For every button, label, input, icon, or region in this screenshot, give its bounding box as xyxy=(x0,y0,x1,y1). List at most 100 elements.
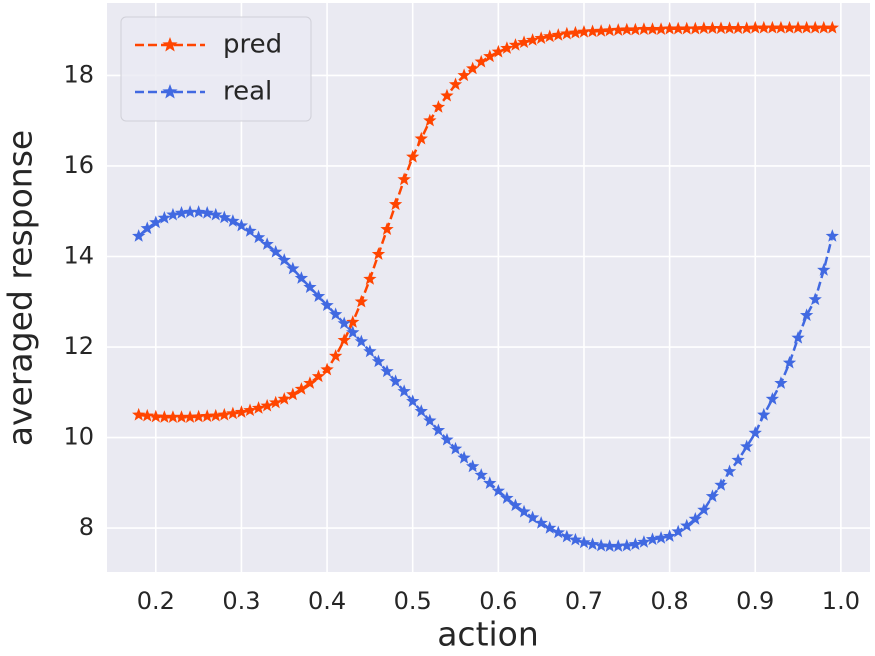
point-marker xyxy=(748,426,762,439)
point-marker xyxy=(551,525,565,539)
point-marker xyxy=(388,374,403,388)
x-axis-label: action xyxy=(437,615,539,654)
point-marker xyxy=(688,21,702,35)
point-marker xyxy=(474,468,488,481)
point-marker xyxy=(654,531,668,544)
point-marker xyxy=(791,330,805,344)
point-marker xyxy=(500,41,514,54)
point-marker xyxy=(234,218,249,232)
point-marker xyxy=(671,21,685,35)
point-marker xyxy=(174,410,189,423)
point-marker xyxy=(568,25,583,39)
point-marker xyxy=(200,409,214,422)
point-marker xyxy=(594,538,608,552)
point-marker xyxy=(671,524,685,538)
point-marker xyxy=(714,478,728,491)
point-marker xyxy=(286,261,300,275)
point-marker xyxy=(603,539,617,552)
point-marker xyxy=(303,376,317,389)
point-marker xyxy=(448,77,463,91)
point-marker xyxy=(680,518,694,532)
point-marker xyxy=(705,489,720,503)
point-marker xyxy=(406,149,420,163)
point-marker xyxy=(543,29,557,43)
point-marker xyxy=(757,20,771,34)
point-marker xyxy=(662,21,677,35)
point-marker xyxy=(508,38,523,51)
point-marker xyxy=(346,315,360,328)
point-marker xyxy=(294,271,309,284)
point-marker xyxy=(757,407,771,421)
point-marker xyxy=(149,409,163,423)
point-marker xyxy=(791,20,805,34)
point-marker xyxy=(226,406,240,420)
point-marker xyxy=(174,206,189,219)
x-tick-label: 0.4 xyxy=(308,587,346,615)
point-marker xyxy=(209,408,223,422)
point-marker xyxy=(466,61,480,75)
point-marker xyxy=(140,408,154,422)
point-marker xyxy=(132,229,146,242)
point-marker xyxy=(620,538,634,552)
point-marker xyxy=(525,33,540,46)
point-marker xyxy=(740,439,754,453)
point-marker xyxy=(628,537,643,551)
point-marker xyxy=(423,113,437,127)
point-marker xyxy=(303,280,317,293)
point-marker xyxy=(782,355,797,369)
point-marker xyxy=(277,253,291,266)
point-marker xyxy=(448,441,463,455)
point-marker xyxy=(243,403,257,417)
point-marker xyxy=(491,44,506,58)
point-marker xyxy=(166,207,180,221)
point-marker xyxy=(269,395,283,409)
x-tick-label: 0.3 xyxy=(222,587,260,615)
x-tick-label: 0.2 xyxy=(137,587,175,615)
point-marker xyxy=(765,20,780,34)
point-marker xyxy=(585,24,600,38)
point-marker xyxy=(637,535,651,548)
y-tick-label: 14 xyxy=(63,241,94,269)
y-tick-label: 18 xyxy=(63,60,94,88)
point-marker xyxy=(200,206,214,219)
x-tick-label: 1.0 xyxy=(822,587,860,615)
point-marker xyxy=(311,369,326,383)
point-marker xyxy=(508,498,523,512)
point-marker xyxy=(534,31,548,44)
point-marker xyxy=(217,407,231,421)
point-marker xyxy=(226,214,240,227)
point-marker xyxy=(637,22,651,35)
point-marker xyxy=(183,205,197,218)
point-marker xyxy=(774,20,788,34)
point-marker xyxy=(517,35,531,49)
point-marker xyxy=(645,22,660,35)
point-marker xyxy=(825,229,839,242)
point-marker xyxy=(594,24,608,37)
point-marker xyxy=(363,344,377,358)
point-marker xyxy=(191,409,206,423)
point-marker xyxy=(277,392,291,405)
point-marker xyxy=(808,292,822,306)
point-marker xyxy=(731,21,745,35)
point-marker xyxy=(397,384,411,398)
point-marker xyxy=(688,512,702,525)
point-marker xyxy=(534,516,548,529)
x-tick-label: 0.7 xyxy=(565,587,603,615)
point-marker xyxy=(457,68,471,82)
point-marker xyxy=(294,382,309,395)
point-marker xyxy=(782,20,797,34)
point-marker xyxy=(731,453,745,466)
point-marker xyxy=(346,325,360,339)
point-marker xyxy=(260,398,274,412)
point-marker xyxy=(328,307,343,321)
point-marker xyxy=(260,237,274,250)
point-marker xyxy=(543,521,557,534)
point-marker xyxy=(380,222,394,235)
point-marker xyxy=(722,21,737,35)
point-marker xyxy=(311,289,326,302)
point-marker xyxy=(414,131,428,145)
y-axis-label: averaged response xyxy=(1,130,40,446)
point-marker xyxy=(525,510,540,524)
x-tick-label: 0.9 xyxy=(736,587,774,615)
point-marker xyxy=(183,410,197,423)
